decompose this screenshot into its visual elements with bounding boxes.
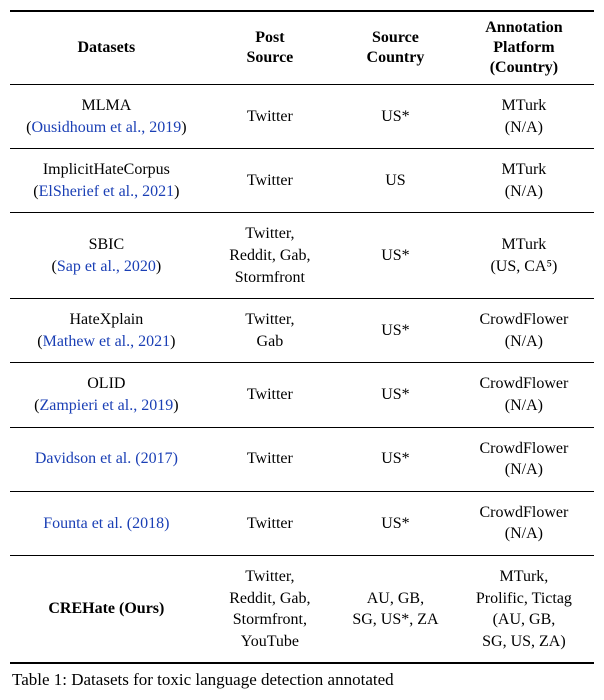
table-caption: Table 1: Datasets for toxic language det… (10, 670, 594, 690)
cell-post-source: Twitter,Reddit, Gab,Stormfront,YouTube (203, 555, 337, 663)
cell-dataset: CREHate (Ours) (10, 555, 203, 663)
table-row: Davidson et al. (2017) TwitterUS*CrowdFlo… (10, 427, 594, 491)
cell-post-source: Twitter,Reddit, Gab,Stormfront (203, 213, 337, 299)
cell-source-country: US* (337, 85, 454, 149)
col-header-datasets: Datasets (10, 11, 203, 84)
h2-l2: Country (367, 49, 425, 66)
cell-dataset: HateXplain(Mathew et al., 2021) (10, 299, 203, 363)
cell-dataset: SBIC(Sap et al., 2020) (10, 213, 203, 299)
cell-annotation-platform: CrowdFlower(N/A) (454, 491, 594, 555)
cell-dataset: MLMA(Ousidhoum et al., 2019) (10, 85, 203, 149)
citation-link[interactable]: Davidson et al. (2017) (35, 450, 178, 467)
col-header-annotation-platform: Annotation Platform (Country) (454, 11, 594, 84)
cell-dataset: OLID(Zampieri et al., 2019) (10, 363, 203, 427)
h3-l1: Annotation (485, 19, 562, 36)
h0-l1: Datasets (77, 39, 135, 56)
datasets-table: Datasets Post Source Source Country Anno… (10, 10, 594, 664)
cell-annotation-platform: MTurk(US, CA⁵) (454, 213, 594, 299)
cell-annotation-platform: MTurk(N/A) (454, 85, 594, 149)
citation-link[interactable]: ElSherief et al., 2021 (39, 183, 175, 200)
cell-post-source: Twitter (203, 363, 337, 427)
cell-source-country: AU, GB,SG, US*, ZA (337, 555, 454, 663)
h2-l1: Source (372, 29, 419, 46)
citation-link[interactable]: Zampieri et al., 2019 (39, 397, 173, 414)
cell-annotation-platform: CrowdFlower(N/A) (454, 427, 594, 491)
cell-post-source: Twitter (203, 427, 337, 491)
table-row: SBIC(Sap et al., 2020)Twitter,Reddit, Ga… (10, 213, 594, 299)
h3-l2: Platform (493, 39, 554, 56)
cell-dataset: Davidson et al. (2017) (10, 427, 203, 491)
cell-post-source: Twitter,Gab (203, 299, 337, 363)
cell-dataset: Founta et al. (2018) (10, 491, 203, 555)
citation-link[interactable]: Ousidhoum et al., 2019 (31, 119, 181, 136)
table-row: CREHate (Ours)Twitter,Reddit, Gab,Stormf… (10, 555, 594, 663)
h3-l3: (Country) (490, 59, 558, 76)
h1-l2: Source (246, 49, 293, 66)
table-row: MLMA(Ousidhoum et al., 2019)TwitterUS*MT… (10, 85, 594, 149)
cell-post-source: Twitter (203, 149, 337, 213)
cell-source-country: US (337, 149, 454, 213)
table-body: MLMA(Ousidhoum et al., 2019)TwitterUS*MT… (10, 85, 594, 664)
table-row: Founta et al. (2018) TwitterUS*CrowdFlowe… (10, 491, 594, 555)
cell-source-country: US* (337, 213, 454, 299)
cell-source-country: US* (337, 363, 454, 427)
table-row: HateXplain(Mathew et al., 2021)Twitter,G… (10, 299, 594, 363)
cell-source-country: US* (337, 491, 454, 555)
table-row: ImplicitHateCorpus(ElSherief et al., 202… (10, 149, 594, 213)
cell-annotation-platform: MTurk(N/A) (454, 149, 594, 213)
cell-annotation-platform: CrowdFlower(N/A) (454, 299, 594, 363)
cell-dataset: ImplicitHateCorpus(ElSherief et al., 202… (10, 149, 203, 213)
cell-source-country: US* (337, 427, 454, 491)
h1-l1: Post (255, 29, 284, 46)
citation-link[interactable]: Sap et al., 2020 (57, 258, 156, 275)
cell-annotation-platform: MTurk,Prolific, Tictag(AU, GB,SG, US, ZA… (454, 555, 594, 663)
col-header-source-country: Source Country (337, 11, 454, 84)
header-row: Datasets Post Source Source Country Anno… (10, 11, 594, 84)
col-header-post-source: Post Source (203, 11, 337, 84)
cell-annotation-platform: CrowdFlower(N/A) (454, 363, 594, 427)
cell-post-source: Twitter (203, 85, 337, 149)
cell-source-country: US* (337, 299, 454, 363)
table-row: OLID(Zampieri et al., 2019)TwitterUS*Cro… (10, 363, 594, 427)
citation-link[interactable]: Founta et al. (2018) (43, 515, 169, 532)
cell-post-source: Twitter (203, 491, 337, 555)
citation-link[interactable]: Mathew et al., 2021 (43, 333, 171, 350)
